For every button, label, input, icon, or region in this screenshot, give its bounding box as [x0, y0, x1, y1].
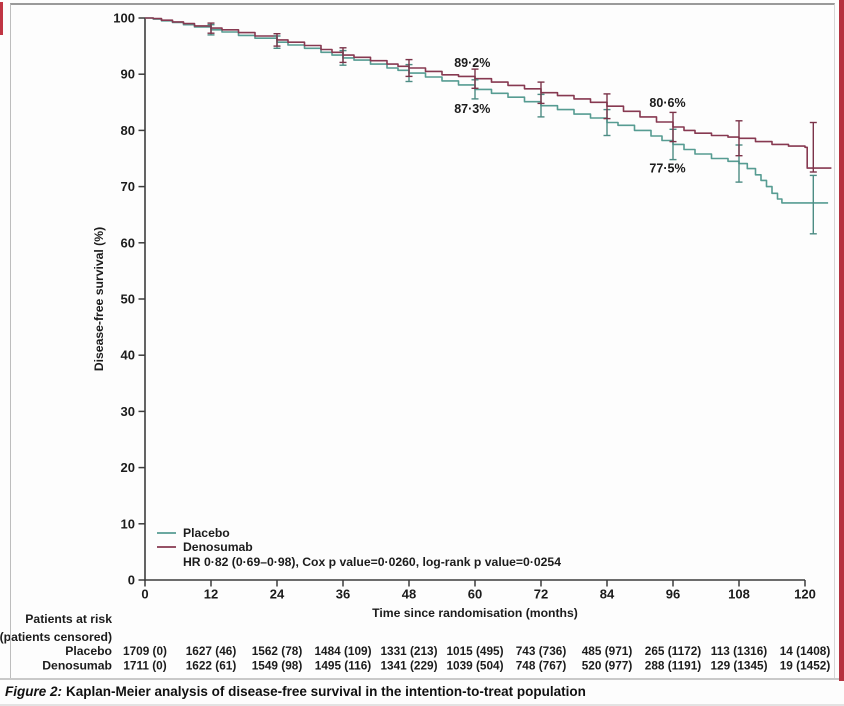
legend-stats: HR 0·82 (0·69–0·98), Cox p value=0·0260,… — [183, 555, 561, 569]
at-risk-cell: 1495 (116) — [315, 659, 371, 673]
x-tick-label: 24 — [270, 587, 285, 602]
x-tick-label: 96 — [666, 587, 680, 602]
y-tick-label: 60 — [121, 235, 135, 250]
x-tick-label: 108 — [728, 587, 750, 602]
at-risk-header-line2: (patients censored) — [0, 630, 112, 644]
at-risk-cell: 265 (1172) — [645, 644, 701, 658]
at-risk-cell: 743 (736) — [516, 644, 567, 658]
at-risk-cell: 1711 (0) — [123, 659, 166, 673]
x-tick-label: 36 — [336, 587, 350, 602]
at-risk-cell: 19 (1452) — [780, 659, 831, 673]
y-tick-label: 90 — [121, 67, 135, 82]
y-tick-label: 20 — [121, 460, 135, 475]
x-tick-label: 60 — [468, 587, 482, 602]
x-tick-label: 120 — [794, 587, 816, 602]
y-tick-label: 40 — [121, 348, 135, 363]
y-tick-label: 100 — [113, 11, 135, 26]
annotation-label: 89·2% — [454, 56, 490, 70]
annotation-label: 80·6% — [649, 96, 685, 110]
figure-caption-text: Kaplan-Meier analysis of disease-free su… — [66, 684, 586, 699]
at-risk-row-label: Placebo — [65, 644, 112, 658]
figure-caption: Figure 2: Kaplan-Meier analysis of diseas… — [5, 684, 586, 699]
x-tick-label: 84 — [600, 587, 615, 602]
y-axis-title: Disease-free survival (%) — [92, 227, 106, 371]
legend-label-placebo: Placebo — [183, 526, 230, 540]
at-risk-cell: 1627 (46) — [186, 644, 237, 658]
figure-caption-label: Figure 2: — [5, 684, 63, 699]
at-risk-cell: 1709 (0) — [123, 644, 167, 658]
at-risk-header-line1: Patients at risk — [25, 612, 112, 626]
at-risk-row-label: Denosumab — [42, 659, 112, 673]
at-risk-cell: 1015 (495) — [446, 644, 503, 658]
at-risk-cell: 1549 (98) — [252, 659, 303, 673]
at-risk-cell: 288 (1191) — [645, 659, 701, 673]
red-edge-artifact-right — [839, 0, 844, 681]
figure-divider — [0, 678, 844, 680]
y-tick-label: 30 — [121, 404, 135, 419]
x-axis-title: Time since randomisation (months) — [372, 606, 578, 620]
series-path-placebo — [145, 17, 829, 204]
at-risk-cell: 1562 (78) — [252, 644, 303, 658]
at-risk-cell: 485 (971) — [582, 644, 633, 658]
at-risk-cell: 1039 (504) — [446, 659, 503, 673]
at-risk-cell: 113 (1316) — [711, 644, 767, 658]
red-edge-artifact-left — [0, 2, 3, 35]
at-risk-cell: 1331 (213) — [380, 644, 437, 658]
at-risk-cell: 129 (1345) — [710, 659, 767, 673]
at-risk-cell: 1341 (229) — [380, 659, 437, 673]
y-tick-label: 70 — [121, 179, 135, 194]
at-risk-cell: 1484 (109) — [314, 644, 371, 658]
y-tick-label: 0 — [128, 573, 135, 588]
x-tick-label: 12 — [204, 587, 218, 602]
x-tick-label: 0 — [141, 587, 148, 602]
y-tick-label: 50 — [121, 292, 135, 307]
legend-label-denosumab: Denosumab — [183, 540, 253, 554]
x-tick-label: 72 — [534, 587, 548, 602]
y-tick-label: 80 — [121, 123, 135, 138]
annotation-label: 87·3% — [454, 102, 490, 116]
at-risk-cell: 14 (1408) — [780, 644, 831, 658]
annotation-label: 77·5% — [649, 162, 685, 176]
at-risk-cell: 748 (767) — [516, 659, 567, 673]
y-tick-label: 10 — [121, 516, 135, 531]
km-chart: 0 10 20 30 40 50 60 70 80 90 100 0 12 24 36 48 60 72 84 96 1… — [0, 11, 832, 673]
series-path-denosumab — [145, 17, 832, 169]
page-bottom-edge — [0, 704, 844, 706]
at-risk-cell: 520 (977) — [582, 659, 633, 673]
at-risk-cell: 1622 (61) — [186, 659, 237, 673]
x-tick-label: 48 — [402, 587, 416, 602]
